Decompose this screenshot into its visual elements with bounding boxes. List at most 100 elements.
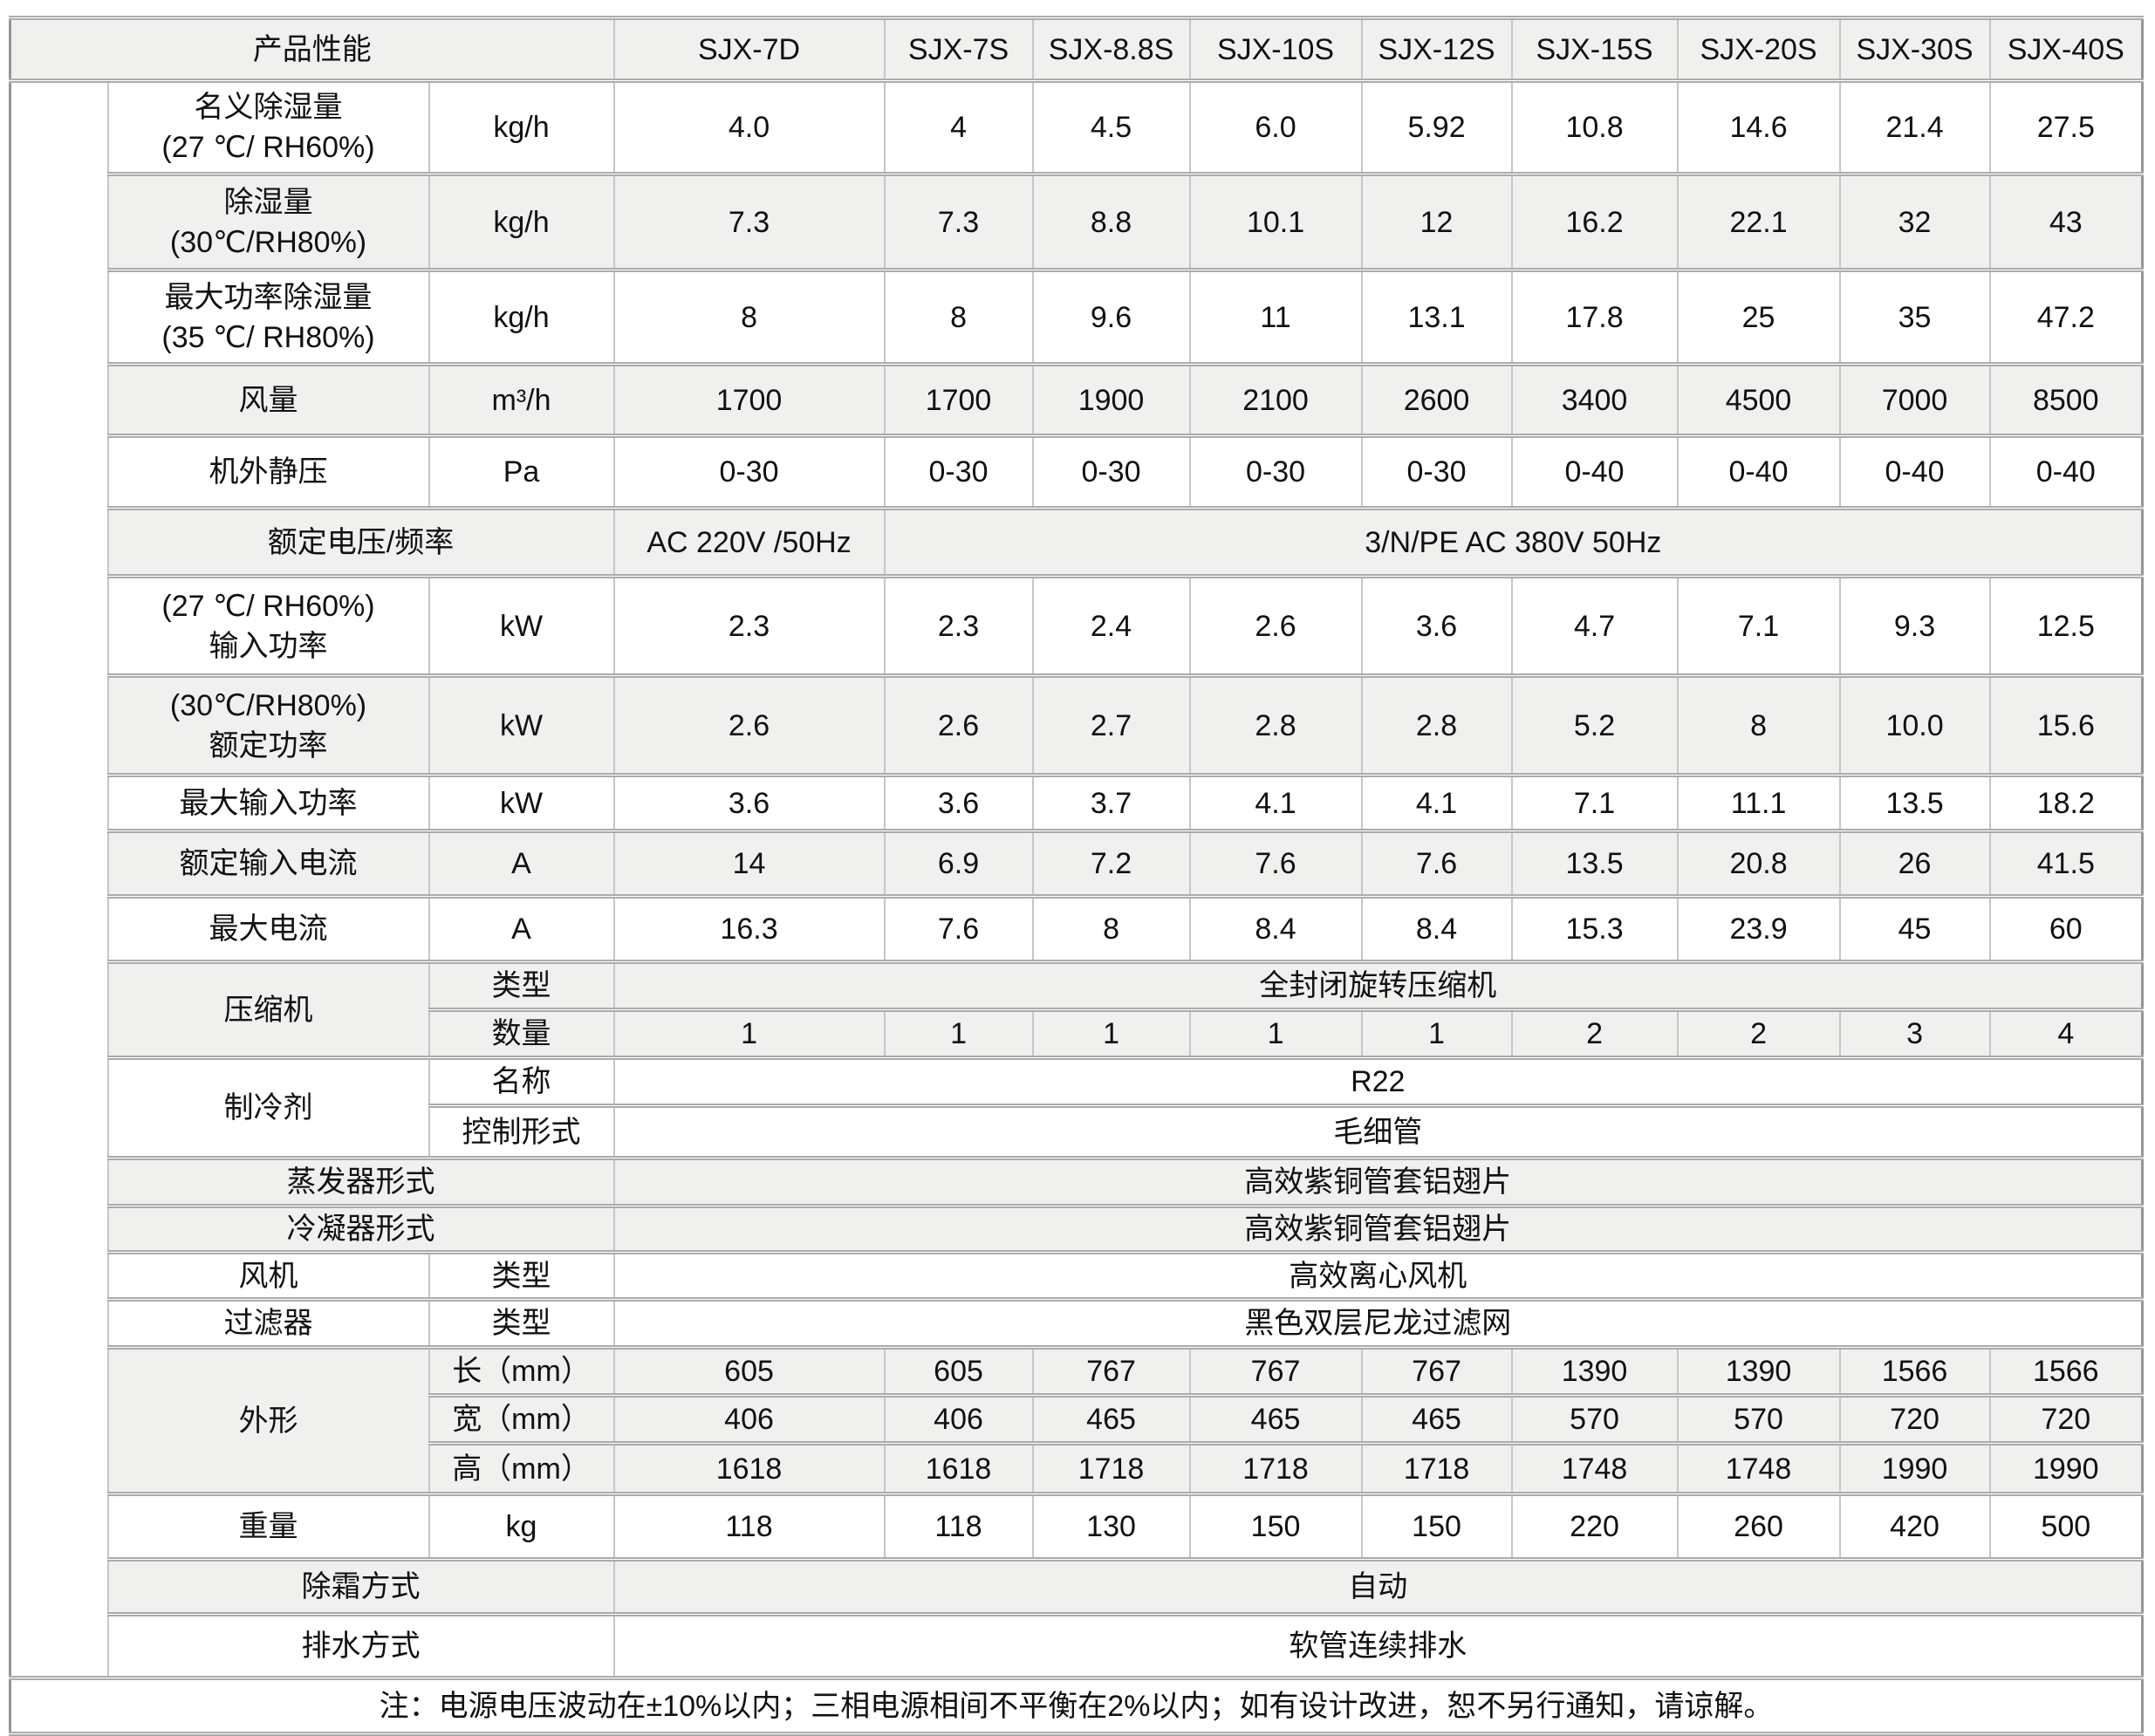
- column-header-sjx-7d: SJX-7D: [612, 16, 886, 83]
- value-cell: 570: [1510, 1393, 1679, 1446]
- column-header-sjx-20s: SJX-20S: [1676, 16, 1841, 83]
- value-cell: 41.5: [1988, 829, 2144, 899]
- value-cell: 2.7: [1031, 673, 1191, 777]
- value-cell: 720: [1838, 1393, 1991, 1446]
- value-cell: 13.5: [1510, 829, 1679, 899]
- value-cell: 1700: [612, 362, 886, 438]
- unit-cell: kg/h: [428, 172, 615, 272]
- sub-label: 高（mm）: [428, 1441, 615, 1496]
- value-cell: 1990: [1988, 1441, 2144, 1496]
- sub-label: 数量: [428, 1008, 615, 1060]
- value-cell: 2: [1676, 1008, 1841, 1060]
- value-cell: 130: [1031, 1492, 1191, 1562]
- value-cell: 10.8: [1510, 79, 1679, 176]
- value-cell: 0-30: [883, 434, 1034, 510]
- value-cell: 570: [1676, 1393, 1841, 1446]
- row-label: 风量: [106, 362, 430, 438]
- column-header-sjx-12s: SJX-12S: [1360, 16, 1513, 83]
- value-cell: 7.2: [1031, 829, 1191, 899]
- row-label: 额定电压/频率: [106, 506, 615, 578]
- row-compressor-type: 压缩机 类型 全封闭旋转压缩机: [10, 960, 2144, 1060]
- value-cell: 1748: [1676, 1441, 1841, 1496]
- value-cell-merged: 全封闭旋转压缩机: [612, 960, 2144, 1012]
- value-cell: 605: [883, 1345, 1034, 1398]
- value-cell-merged: 毛细管: [612, 1104, 2144, 1160]
- value-cell: 2.6: [1188, 574, 1363, 678]
- value-cell: 767: [1031, 1345, 1191, 1398]
- sub-label: 长（mm）: [428, 1345, 615, 1398]
- value-cell: 4.5: [1031, 79, 1191, 176]
- unit-cell: kg/h: [428, 79, 615, 176]
- row-filter: 过滤器 类型 黑色双层尼龙过滤网: [10, 1297, 2144, 1350]
- value-cell: 767: [1188, 1345, 1363, 1398]
- value-cell: 0-40: [1988, 434, 2144, 510]
- value-cell: 605: [612, 1345, 886, 1398]
- value-cell: 4: [1988, 1008, 2144, 1060]
- value-cell: 4.0: [612, 79, 886, 176]
- row-label: 重量: [106, 1492, 430, 1562]
- row-max-current: 最大电流 A 16.3 7.6 8 8.4 8.4 15.3 23.9 45 6…: [10, 894, 2144, 964]
- value-cell: 3: [1838, 1008, 1991, 1060]
- value-cell: 21.4: [1838, 79, 1991, 176]
- value-cell: 11.1: [1676, 773, 1841, 833]
- value-cell: 16.3: [612, 894, 886, 964]
- group-label-compressor: 压缩机: [106, 960, 430, 1060]
- sub-label: 类型: [428, 960, 615, 1012]
- left-spacer-column: [9, 79, 109, 1680]
- row-label: 机外静压: [106, 434, 430, 510]
- value-cell: 8: [612, 268, 886, 366]
- value-cell: 2.8: [1188, 673, 1363, 777]
- row-dehum-30: 除湿量 (30℃/RH80%) kg/h 7.3 7.3 8.8 10.1 12…: [10, 172, 2144, 272]
- value-cell: 47.2: [1988, 268, 2144, 366]
- row-evaporator: 蒸发器形式 高效紫铜管套铝翅片: [10, 1156, 2144, 1208]
- value-cell: 10.1: [1188, 172, 1363, 272]
- value-cell: 7.1: [1510, 773, 1679, 833]
- column-header-sjx-15s: SJX-15S: [1510, 16, 1679, 83]
- value-cell: 1700: [883, 362, 1034, 438]
- column-header-sjx-10s: SJX-10S: [1188, 16, 1363, 83]
- row-max-input-power: 最大输入功率 kW 3.6 3.6 3.7 4.1 4.1 7.1 11.1 1…: [10, 773, 2144, 833]
- value-cell: 0-40: [1838, 434, 1991, 510]
- unit-cell: kW: [428, 773, 615, 833]
- row-rated-power-30: (30℃/RH80%) 额定功率 kW 2.6 2.6 2.7 2.8 2.8 …: [10, 673, 2144, 777]
- group-label-refrigerant: 制冷剂: [106, 1056, 430, 1160]
- column-header-sjx-7s: SJX-7S: [883, 16, 1034, 83]
- value-cell: 8.4: [1188, 894, 1363, 964]
- unit-cell: kg: [428, 1492, 615, 1562]
- sub-label: 控制形式: [428, 1104, 615, 1160]
- unit-cell: kW: [428, 673, 615, 777]
- row-label: 最大电流: [106, 894, 430, 964]
- value-cell: 0-40: [1510, 434, 1679, 510]
- row-esp: 机外静压 Pa 0-30 0-30 0-30 0-30 0-30 0-40 0-…: [10, 434, 2144, 510]
- row-label: 排水方式: [106, 1612, 615, 1680]
- value-cell: 60: [1988, 894, 2144, 964]
- value-cell: 15.6: [1988, 673, 2144, 777]
- unit-cell: Pa: [428, 434, 615, 510]
- value-cell: 420: [1838, 1492, 1991, 1562]
- value-cell: 6.9: [883, 829, 1034, 899]
- value-cell: 150: [1188, 1492, 1363, 1562]
- group-label-filter: 过滤器: [106, 1297, 430, 1350]
- value-cell: 0-40: [1676, 434, 1841, 510]
- row-label: (27 ℃/ RH60%) 输入功率: [106, 574, 430, 678]
- unit-cell: m³/h: [428, 362, 615, 438]
- value-cell: 1: [883, 1008, 1034, 1060]
- row-airflow: 风量 m³/h 1700 1700 1900 2100 2600 3400 45…: [10, 362, 2144, 438]
- value-cell: 3.6: [612, 773, 886, 833]
- performance-header: 产品性能: [9, 16, 615, 83]
- row-compressor-qty: 数量 1 1 1 1 1 2 2 3 4: [10, 1008, 2144, 1060]
- value-cell: 8: [1676, 673, 1841, 777]
- value-cell: 2100: [1188, 362, 1363, 438]
- row-dehum-35: 最大功率除湿量 (35 ℃/ RH80%) kg/h 8 8 9.6 11 13…: [10, 268, 2144, 366]
- value-cell: 0-30: [612, 434, 886, 510]
- value-cell: 2.6: [612, 673, 886, 777]
- value-cell: 2600: [1360, 362, 1513, 438]
- value-cell: 0-30: [1031, 434, 1191, 510]
- value-cell: 9.3: [1838, 574, 1991, 678]
- sub-label: 名称: [428, 1056, 615, 1108]
- row-dim-height: 高（mm） 1618 1618 1718 1718 1718 1748 1748…: [10, 1441, 2144, 1496]
- value-cell: 406: [612, 1393, 886, 1446]
- header-row: 产品性能 SJX-7D SJX-7S SJX-8.8S SJX-10S SJX-…: [9, 16, 2144, 83]
- value-cell: 3.7: [1031, 773, 1191, 833]
- value-cell: 35: [1838, 268, 1991, 366]
